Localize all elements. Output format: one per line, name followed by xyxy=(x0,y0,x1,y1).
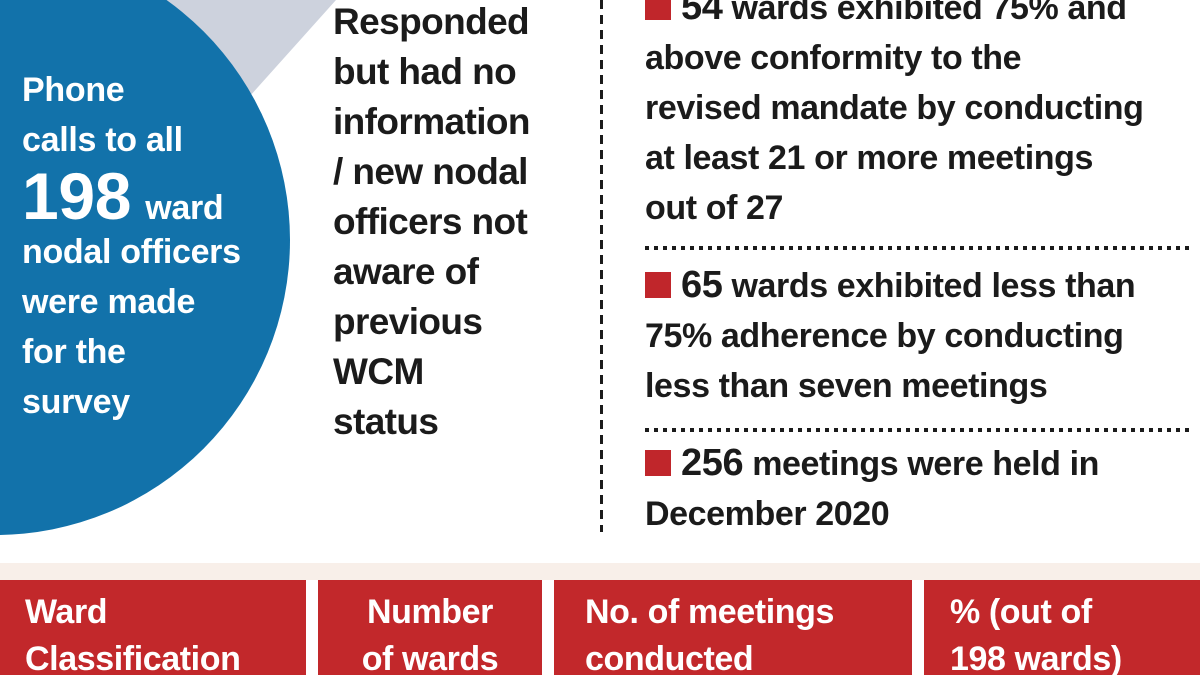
note-line: status xyxy=(333,401,439,442)
note-line: information xyxy=(333,101,530,142)
findings-panel: 54 wards exhibited 75% and above conformi… xyxy=(645,0,1193,562)
finding-text: December 2020 xyxy=(645,495,890,533)
finding-item: 256 meetings were held in December 2020 xyxy=(645,438,1193,539)
finding-text: meetings were held in xyxy=(752,445,1100,483)
finding-first-line: 65 wards exhibited less than xyxy=(645,260,1193,311)
finding-text: above conformity to the xyxy=(645,39,1022,77)
circle-big-number-line: 198 ward xyxy=(22,163,241,229)
circle-line: were made xyxy=(22,283,196,321)
finding-item: 54 wards exhibited 75% and above conformi… xyxy=(645,0,1193,233)
note-line: aware of xyxy=(333,251,479,292)
header-meetings-conducted: No. of meetings conducted xyxy=(554,580,912,675)
header-line: Ward xyxy=(25,593,108,631)
note-line: / new nodal xyxy=(333,151,528,192)
circle-line: calls to all xyxy=(22,121,183,159)
big-number: 198 xyxy=(22,159,132,233)
note-line: Responded xyxy=(333,1,530,42)
bullet-square-icon xyxy=(645,450,671,476)
finding-first-line: 256 meetings were held in xyxy=(645,438,1193,489)
header-line: 198 wards) xyxy=(950,640,1122,675)
finding-text: less than seven meetings xyxy=(645,367,1048,405)
note-line: WCM xyxy=(333,351,424,392)
finding-number: 256 xyxy=(681,442,744,484)
finding-number: 54 xyxy=(681,0,723,28)
note-line: officers not xyxy=(333,201,528,242)
note-line: previous xyxy=(333,301,483,342)
header-number-of-wards: Number of wards xyxy=(318,580,542,675)
finding-number: 65 xyxy=(681,264,723,306)
survey-circle-text: Phone calls to all 198 ward nodal officer… xyxy=(22,65,241,427)
header-percent-of-wards: % (out of 198 wards) xyxy=(924,580,1200,675)
finding-text: wards exhibited less than xyxy=(731,267,1136,305)
header-line: No. of meetings xyxy=(585,593,835,631)
finding-first-line: 54 wards exhibited 75% and xyxy=(645,0,1193,33)
header-line: Classification xyxy=(25,640,241,675)
finding-text: 75% adherence by conducting xyxy=(645,317,1124,355)
header-line: of wards xyxy=(361,640,499,675)
circle-line: for the xyxy=(22,333,126,371)
finding-text: at least 21 or more meetings xyxy=(645,139,1093,177)
dashed-divider xyxy=(600,0,603,532)
header-ward-classification: Ward Classification xyxy=(0,580,306,675)
finding-item: 65 wards exhibited less than 75% adherenc… xyxy=(645,260,1193,411)
finding-text: wards exhibited 75% and xyxy=(731,0,1127,27)
bullet-square-icon xyxy=(645,272,671,298)
response-note: Responded but had no information / new n… xyxy=(333,0,530,447)
header-line: Number xyxy=(366,593,494,631)
circle-line: survey xyxy=(22,383,130,421)
header-line: % (out of xyxy=(950,593,1092,631)
finding-text: out of 27 xyxy=(645,189,784,227)
header-line: conducted xyxy=(585,640,754,675)
note-line: but had no xyxy=(333,51,517,92)
dotted-separator xyxy=(645,428,1193,432)
dotted-separator xyxy=(645,246,1193,250)
big-number-suffix: ward xyxy=(145,189,224,227)
table-header-row: Ward Classification Number of wards No. … xyxy=(0,580,1200,675)
bullet-square-icon xyxy=(645,0,671,20)
finding-text: revised mandate by conducting xyxy=(645,89,1144,127)
table-top-strip xyxy=(0,563,1200,580)
circle-line: nodal officers xyxy=(22,233,241,271)
circle-line: Phone xyxy=(22,71,125,109)
